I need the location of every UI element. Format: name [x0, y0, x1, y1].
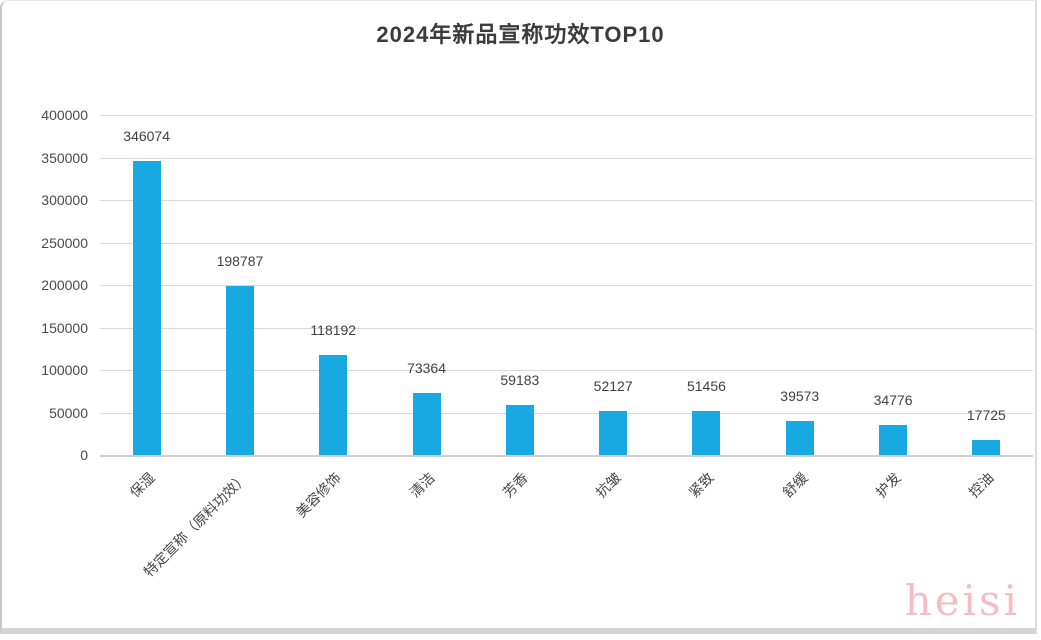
y-axis-tick-label: 250000 [41, 234, 88, 251]
gridline [100, 115, 1033, 116]
y-axis-tick-label: 400000 [41, 107, 88, 123]
bar-value-label: 118192 [310, 321, 357, 338]
bar-value-label: 346074 [123, 127, 170, 144]
gridline [100, 370, 1033, 371]
bar [692, 411, 721, 455]
gridline [100, 327, 1033, 329]
gridline [100, 157, 1033, 159]
x-axis-category-text: 抗皱 [592, 469, 624, 501]
gridline [100, 242, 1033, 244]
bar [412, 392, 441, 455]
y-axis-tick-label: 100000 [41, 362, 88, 378]
bar-value-label: 51456 [686, 378, 726, 395]
bar [319, 354, 348, 455]
bar [225, 286, 254, 455]
x-axis-category-text: 舒缓 [779, 469, 811, 501]
bar-value-label: 17725 [966, 406, 1006, 423]
y-axis-tick-label: 0 [80, 447, 88, 463]
y-axis-tick-label: 50000 [49, 404, 88, 421]
x-axis-category-text: 清洁 [406, 469, 438, 501]
bar-value-label: 34776 [873, 392, 913, 409]
watermark: heisi [904, 576, 1020, 625]
y-axis-tick-label: 300000 [41, 192, 88, 208]
y-axis-tick-label: 350000 [41, 149, 88, 166]
x-axis-category-text: 紧致 [686, 469, 718, 501]
x-axis-category-text: 美容修饰 [293, 469, 344, 521]
bar [785, 421, 814, 455]
bar [599, 410, 628, 455]
bar [505, 404, 534, 455]
x-axis-category-text: 控油 [965, 469, 998, 501]
y-axis-tick-label: 150000 [41, 319, 88, 336]
bar [132, 160, 161, 455]
bar-value-label: 198787 [216, 253, 264, 270]
gridline [100, 285, 1033, 286]
gridline [100, 412, 1033, 414]
bar [879, 425, 908, 455]
bar-value-label: 39573 [780, 388, 820, 405]
y-axis-tick-label: 200000 [41, 277, 88, 293]
x-axis-baseline [100, 455, 1033, 457]
chart-title: 2024年新品宣称功效TOP10 [376, 22, 665, 47]
bar [972, 439, 1001, 455]
bar-value-label: 59183 [500, 371, 540, 388]
bar-value-label: 52127 [593, 377, 633, 394]
x-axis-category-text: 芳香 [499, 469, 531, 501]
gridline [100, 200, 1033, 201]
x-axis-category-text: 护发 [872, 469, 904, 501]
x-axis-category-text: 保湿 [126, 469, 158, 501]
bar-value-label: 73364 [407, 359, 447, 376]
